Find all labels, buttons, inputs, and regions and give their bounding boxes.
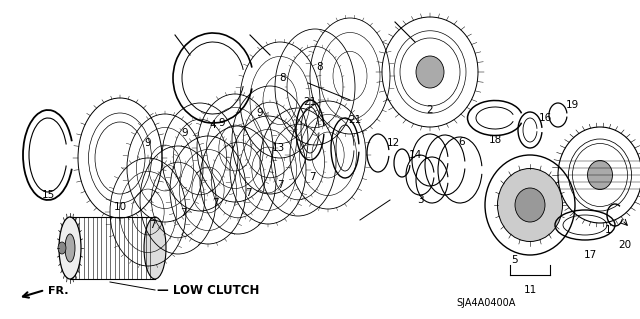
Ellipse shape xyxy=(144,217,166,279)
Text: 2: 2 xyxy=(427,105,433,115)
Text: 21: 21 xyxy=(303,97,317,107)
Text: 3: 3 xyxy=(417,195,423,205)
Text: 8: 8 xyxy=(280,73,286,83)
Text: 12: 12 xyxy=(387,138,399,148)
Ellipse shape xyxy=(198,124,278,236)
Text: 4: 4 xyxy=(210,120,216,130)
Text: 7: 7 xyxy=(244,188,252,198)
Text: 7: 7 xyxy=(180,208,186,218)
Ellipse shape xyxy=(160,101,240,213)
Text: 13: 13 xyxy=(271,143,285,153)
Ellipse shape xyxy=(58,242,66,254)
Ellipse shape xyxy=(59,217,81,279)
Text: 7: 7 xyxy=(212,198,218,208)
Ellipse shape xyxy=(138,144,218,256)
Ellipse shape xyxy=(497,168,563,241)
Text: 15: 15 xyxy=(42,190,54,200)
Text: 7: 7 xyxy=(148,220,156,230)
Text: 17: 17 xyxy=(584,250,596,260)
Text: 19: 19 xyxy=(565,100,579,110)
Text: 9: 9 xyxy=(145,138,151,148)
Ellipse shape xyxy=(588,160,612,189)
Text: 14: 14 xyxy=(408,150,422,160)
Text: 8: 8 xyxy=(317,62,323,72)
Text: 5: 5 xyxy=(512,255,518,265)
Text: 21: 21 xyxy=(348,115,362,125)
Text: 9: 9 xyxy=(182,128,188,138)
Ellipse shape xyxy=(65,234,75,262)
Text: 9: 9 xyxy=(257,108,263,118)
Text: 11: 11 xyxy=(524,285,536,295)
Text: FR.: FR. xyxy=(48,286,68,296)
Text: 16: 16 xyxy=(538,113,552,123)
Text: 20: 20 xyxy=(618,240,632,250)
Ellipse shape xyxy=(258,106,338,218)
Text: 9: 9 xyxy=(219,118,225,128)
Ellipse shape xyxy=(515,188,545,222)
Text: 18: 18 xyxy=(488,135,502,145)
Ellipse shape xyxy=(273,27,357,147)
Text: 7: 7 xyxy=(308,172,316,182)
Text: 10: 10 xyxy=(113,202,127,212)
Text: 1: 1 xyxy=(605,225,611,235)
Text: 7: 7 xyxy=(276,180,284,190)
Ellipse shape xyxy=(416,56,444,88)
Text: 6: 6 xyxy=(459,137,465,147)
Text: — LOW CLUTCH: — LOW CLUTCH xyxy=(157,285,259,298)
Ellipse shape xyxy=(230,84,310,196)
Text: SJA4A0400A: SJA4A0400A xyxy=(457,298,516,308)
